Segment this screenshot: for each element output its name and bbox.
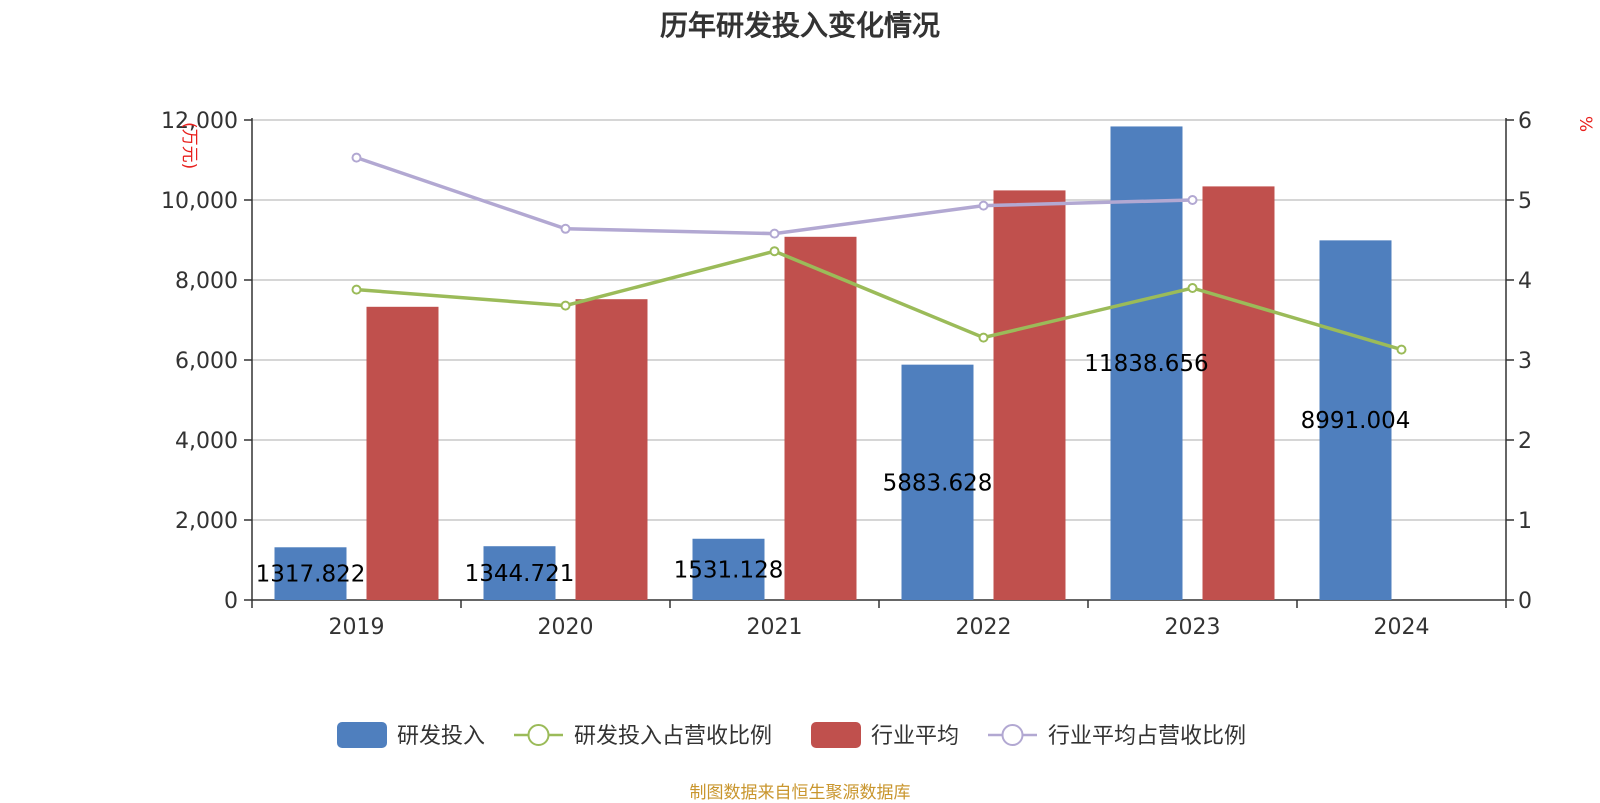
rd-ratio-point xyxy=(1187,283,1198,293)
rd-ratio-point xyxy=(560,300,571,311)
rd-ratio-point xyxy=(978,332,989,343)
data-label-rd-2023: 11838.656 xyxy=(1084,351,1208,377)
chart-title: 历年研发投入变化情况 xyxy=(659,9,940,42)
x-axis-tick-label: 2020 xyxy=(538,615,594,640)
legend-swatch-rd xyxy=(337,722,387,748)
left-axis-tick-label: 4,000 xyxy=(175,429,238,454)
x-axis-tick-label: 2021 xyxy=(747,615,803,640)
industry-ratio-point xyxy=(560,223,571,234)
left-axis-tick-label: 10,000 xyxy=(161,189,238,214)
left-axis-tick-label: 2,000 xyxy=(175,509,238,534)
industry-ratio-point xyxy=(769,228,780,239)
bar-rd-2022 xyxy=(901,364,974,600)
left-axis-tick-label: 0 xyxy=(224,589,238,614)
right-axis-tick-label: 3 xyxy=(1518,349,1532,374)
legend-label-rd-ratio: 研发投入占营收比例 xyxy=(574,724,772,749)
bar-rd-2024 xyxy=(1319,240,1392,600)
data-label-rd-2022: 5883.628 xyxy=(883,470,993,496)
x-axis-tick-label: 2024 xyxy=(1374,615,1430,640)
data-label-rd-2024: 8991.004 xyxy=(1301,408,1411,434)
data-label-rd-2021: 1531.128 xyxy=(674,557,784,583)
industry-ratio-line xyxy=(355,155,1193,236)
industry-ratio-point xyxy=(351,152,362,163)
right-axis-tick-label: 2 xyxy=(1518,429,1532,454)
right-axis-tick-label: 5 xyxy=(1518,189,1532,214)
legend-swatch-industry xyxy=(811,722,861,748)
bar-industry-2020 xyxy=(575,299,648,600)
legend-label-rd: 研发投入 xyxy=(397,724,485,749)
bar-rd-2021 xyxy=(692,538,765,600)
legend-swatch-industry-ratio-point xyxy=(1001,724,1024,746)
bar-industry-2021 xyxy=(784,236,857,601)
x-axis-tick-label: 2022 xyxy=(956,615,1012,640)
left-axis-unit-label: (万元) xyxy=(179,122,199,169)
bar-industry-2023 xyxy=(1202,186,1275,600)
left-axis-tick-label: 8,000 xyxy=(175,269,238,294)
data-label-rd-2020: 1344.721 xyxy=(465,561,575,587)
legend-label-industry-ratio: 行业平均占营收比例 xyxy=(1048,724,1246,749)
right-axis-tick-label: 6 xyxy=(1518,109,1532,134)
rd-ratio-line xyxy=(356,249,1402,352)
bar-rd-2020 xyxy=(483,546,556,600)
right-axis-tick-label: 4 xyxy=(1518,269,1532,294)
bar-rd-2023 xyxy=(1110,126,1183,600)
bar-rd-2019 xyxy=(274,547,347,600)
bar-industry-2019 xyxy=(366,306,439,600)
data-label-rd-2019: 1317.822 xyxy=(256,562,366,588)
rd-ratio-point xyxy=(351,284,362,295)
left-axis-tick-label: 12,000 xyxy=(161,109,238,134)
rd-ratio-point xyxy=(769,246,780,257)
right-axis-unit-label: % xyxy=(1575,116,1595,132)
industry-ratio-point xyxy=(1187,195,1198,205)
source-note: 制图数据来自恒生聚源数据库 xyxy=(689,783,911,803)
x-axis-tick-label: 2019 xyxy=(329,615,385,640)
industry-ratio-point xyxy=(978,200,989,211)
right-axis-tick-label: 0 xyxy=(1518,589,1532,614)
right-axis-tick-label: 1 xyxy=(1518,509,1532,534)
legend-label-industry: 行业平均 xyxy=(871,724,959,749)
left-axis-tick-label: 6,000 xyxy=(175,349,238,374)
x-axis-tick-label: 2023 xyxy=(1165,615,1221,640)
rd-ratio-point xyxy=(1396,344,1407,355)
legend-swatch-rd-ratio-point xyxy=(527,724,550,746)
bar-industry-2022 xyxy=(993,190,1066,600)
